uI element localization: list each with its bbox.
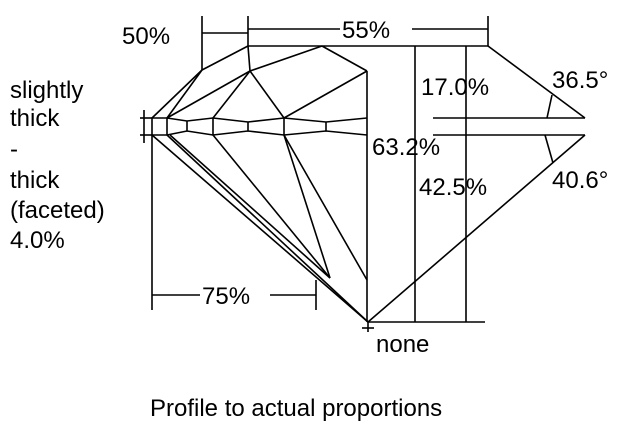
- dimension-lines: [140, 16, 554, 332]
- table-width-label: 50%: [122, 23, 170, 50]
- girdle-label: slightly thick - thick (faceted) 4.0%: [10, 77, 105, 254]
- crown-width-label: 55%: [342, 17, 390, 44]
- girdle-line: -: [10, 136, 18, 163]
- girdle-line: thick: [10, 167, 60, 194]
- culet-label: none: [376, 331, 429, 358]
- pavilion-depth-label: 42.5%: [419, 174, 487, 201]
- girdle-line: 4.0%: [10, 227, 65, 254]
- lower-half-label: 75%: [202, 283, 250, 310]
- total-depth-label: 63.2%: [372, 134, 440, 161]
- caption: Profile to actual proportions: [150, 395, 442, 422]
- crown-angle-label: 36.5°: [552, 67, 608, 94]
- crown-height-label: 17.0%: [421, 74, 489, 101]
- diamond-outline: [151, 45, 586, 323]
- girdle-line: slightly: [10, 77, 83, 104]
- girdle-line: thick: [10, 105, 60, 132]
- pavilion-angle-label: 40.6°: [552, 167, 608, 194]
- girdle-line: (faceted): [10, 197, 105, 224]
